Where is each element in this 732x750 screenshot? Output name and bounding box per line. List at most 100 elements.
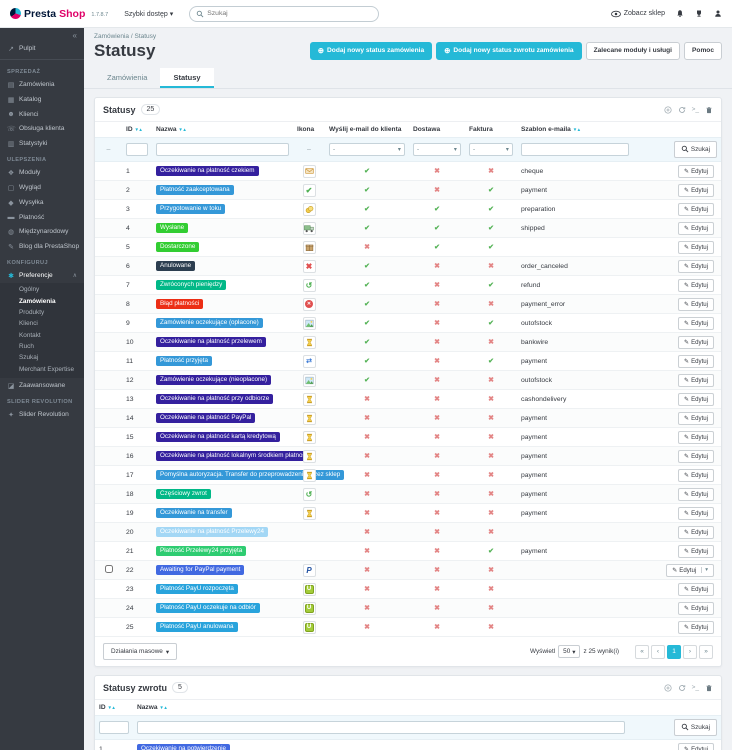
- sidebar-item-blog-dla-prestashop[interactable]: ✎ Blog dla PrestaShop: [8, 243, 80, 251]
- sidebar-item-katalog[interactable]: ▦ Katalog: [7, 96, 42, 104]
- tab-statusy[interactable]: Statusy: [160, 68, 214, 88]
- col-name[interactable]: Nazwa ▼▲: [156, 126, 187, 133]
- sidebar-item-zam-wienia[interactable]: ▤ Zamówienia: [7, 81, 55, 89]
- sidebar-collapse-button[interactable]: «: [72, 31, 77, 40]
- invoice-filter-select[interactable]: - ▾: [469, 143, 513, 156]
- id-filter-input[interactable]: [126, 143, 148, 156]
- edit-button[interactable]: ✎ Edytuj: [678, 449, 714, 463]
- edit-button[interactable]: ✎ Edytuj: [678, 430, 714, 444]
- edit-button[interactable]: ✎ Edytuj: [678, 620, 714, 634]
- sidebar-item-p-atno-[interactable]: ▬ Płatność: [7, 213, 45, 221]
- edit-button[interactable]: ✎ Edytuj: [678, 278, 714, 292]
- search-button[interactable]: Szukaj: [673, 719, 717, 736]
- sidebar-item-obs-uga-klienta[interactable]: ☏ Obsługa klienta: [7, 125, 65, 133]
- page-button-first[interactable]: «: [635, 644, 649, 659]
- sort-icons[interactable]: ▼▲: [572, 127, 581, 132]
- page-button-prev[interactable]: ‹: [651, 644, 665, 659]
- add-icon[interactable]: [664, 683, 672, 692]
- sidebar-item-pulpit[interactable]: ↗ Pulpit: [8, 45, 36, 53]
- edit-button[interactable]: ✎ Edytuj: [678, 411, 714, 425]
- sidebar-item-slider-revolution[interactable]: ✦ Slider Revolution: [8, 411, 69, 419]
- view-shop-link[interactable]: Zobacz sklep: [610, 10, 665, 18]
- edit-button[interactable]: ✎ Edytuj: [678, 487, 714, 501]
- edit-button[interactable]: ✎ Edytuj: [678, 221, 714, 235]
- edit-button[interactable]: ✎ Edytuj: [678, 335, 714, 349]
- sidebar-item-preferencje[interactable]: ✱ Preferencje ∧: [8, 272, 77, 280]
- refresh-icon[interactable]: [678, 106, 686, 114]
- sort-icons[interactable]: ▼▲: [159, 705, 168, 710]
- sidebar-item-modu-y[interactable]: ❖ Moduły: [7, 169, 41, 177]
- template-filter-input[interactable]: [521, 143, 629, 156]
- chevron-down-icon[interactable]: ▾: [701, 567, 708, 573]
- sidebar-subitem-zam-wienia[interactable]: Zamówienia: [19, 297, 56, 305]
- sort-icons[interactable]: ▼▲: [134, 127, 143, 132]
- sidebar-subitem-klienci[interactable]: Klienci: [19, 320, 38, 328]
- search-input[interactable]: [207, 10, 373, 17]
- refresh-icon[interactable]: [678, 684, 686, 692]
- export-trash-icon[interactable]: [705, 106, 713, 114]
- prestashop-logo[interactable]: Presta Shop 1.7.8.7: [10, 8, 108, 20]
- page-button-1[interactable]: 1: [667, 644, 681, 659]
- sidebar-subitem-ruch[interactable]: Ruch: [19, 343, 34, 351]
- edit-button[interactable]: ✎ Edytuj: [678, 373, 714, 387]
- edit-button[interactable]: ✎ Edytuj: [678, 582, 714, 596]
- page-button-last[interactable]: »: [699, 644, 713, 659]
- notifications-bell-icon[interactable]: [676, 9, 684, 18]
- export-trash-icon[interactable]: [705, 684, 713, 692]
- trophy-icon[interactable]: [695, 9, 703, 18]
- help-button[interactable]: Pomoc: [684, 42, 722, 60]
- edit-button[interactable]: ✎ Edytuj: [678, 742, 714, 750]
- edit-button[interactable]: ✎ Edytuj: [678, 354, 714, 368]
- edit-button[interactable]: ✎ Edytuj: [678, 601, 714, 615]
- topbar-search[interactable]: [189, 5, 380, 22]
- col-name[interactable]: Nazwa ▼▲: [137, 704, 168, 711]
- edit-button[interactable]: ✎ Edytuj: [678, 316, 714, 330]
- add-icon[interactable]: [664, 105, 672, 114]
- page-button-next[interactable]: ›: [683, 644, 697, 659]
- sidebar-subitem-merchant-expertise[interactable]: Merchant Expertise: [19, 365, 75, 373]
- quick-access-dropdown[interactable]: Szybki dostęp ▾: [124, 10, 174, 18]
- edit-button[interactable]: ✎ Edytuj: [678, 164, 714, 178]
- sidebar-subitem-og-lny[interactable]: Ogólny: [19, 286, 40, 294]
- edit-button[interactable]: ✎ Edytuj ▾: [666, 563, 714, 577]
- sidebar-subitem-szukaj[interactable]: Szukaj: [19, 354, 39, 362]
- sidebar-item-zaawansowane[interactable]: ◪ Zaawansowane: [7, 382, 66, 390]
- edit-button[interactable]: ✎ Edytuj: [678, 183, 714, 197]
- edit-button[interactable]: ✎ Edytuj: [678, 468, 714, 482]
- per-page-select[interactable]: 50 ▾: [558, 645, 581, 658]
- show-sql-icon[interactable]: >_: [691, 106, 699, 113]
- edit-button[interactable]: ✎ Edytuj: [678, 544, 714, 558]
- edit-button[interactable]: ✎ Edytuj: [678, 240, 714, 254]
- col-id[interactable]: ID ▼▲: [99, 704, 116, 711]
- search-button[interactable]: Szukaj: [673, 141, 717, 158]
- edit-button[interactable]: ✎ Edytuj: [678, 259, 714, 273]
- row-checkbox[interactable]: [104, 565, 113, 573]
- bulk-actions-button[interactable]: Działania masowe ▾: [103, 643, 178, 660]
- sidebar-item-statystyki[interactable]: ▥ Statystyki: [7, 140, 48, 148]
- add-order-status-button[interactable]: ⊕ Dodaj nowy status zamówienia: [309, 42, 433, 60]
- col-id[interactable]: ID ▼▲: [126, 126, 143, 133]
- sort-icons[interactable]: ▼▲: [107, 705, 116, 710]
- edit-button[interactable]: ✎ Edytuj: [678, 506, 714, 520]
- sidebar-item-wygl-d[interactable]: ▢ Wygląd: [7, 184, 41, 192]
- show-sql-icon[interactable]: >_: [691, 684, 699, 691]
- profile-icon[interactable]: [714, 9, 722, 18]
- sidebar-item-klienci[interactable]: ☻ Klienci: [7, 110, 39, 118]
- delivery-filter-select[interactable]: - ▾: [413, 143, 461, 156]
- edit-button[interactable]: ✎ Edytuj: [678, 202, 714, 216]
- sidebar-subitem-produkty[interactable]: Produkty: [19, 308, 45, 316]
- recommended-modules-button[interactable]: Zalecane moduły i usługi: [585, 42, 681, 60]
- sidebar-item-mi-dzynarodowy[interactable]: ◍ Międzynarodowy: [7, 228, 69, 236]
- id-filter-input[interactable]: [99, 721, 129, 734]
- tab-zamowienia[interactable]: Zamówienia: [107, 73, 148, 82]
- edit-button[interactable]: ✎ Edytuj: [678, 392, 714, 406]
- edit-button[interactable]: ✎ Edytuj: [678, 525, 714, 539]
- name-filter-input[interactable]: [137, 721, 625, 734]
- add-return-status-button[interactable]: ⊕ Dodaj nowy status zwrotu zamówienia: [436, 42, 582, 60]
- email-filter-select[interactable]: - ▾: [329, 143, 405, 156]
- name-filter-input[interactable]: [156, 143, 289, 156]
- edit-button[interactable]: ✎ Edytuj: [678, 297, 714, 311]
- breadcrumb-parent[interactable]: Zamówienia: [94, 33, 130, 40]
- col-template[interactable]: Szablon e-maila ▼▲: [521, 126, 581, 133]
- sort-icons[interactable]: ▼▲: [178, 127, 187, 132]
